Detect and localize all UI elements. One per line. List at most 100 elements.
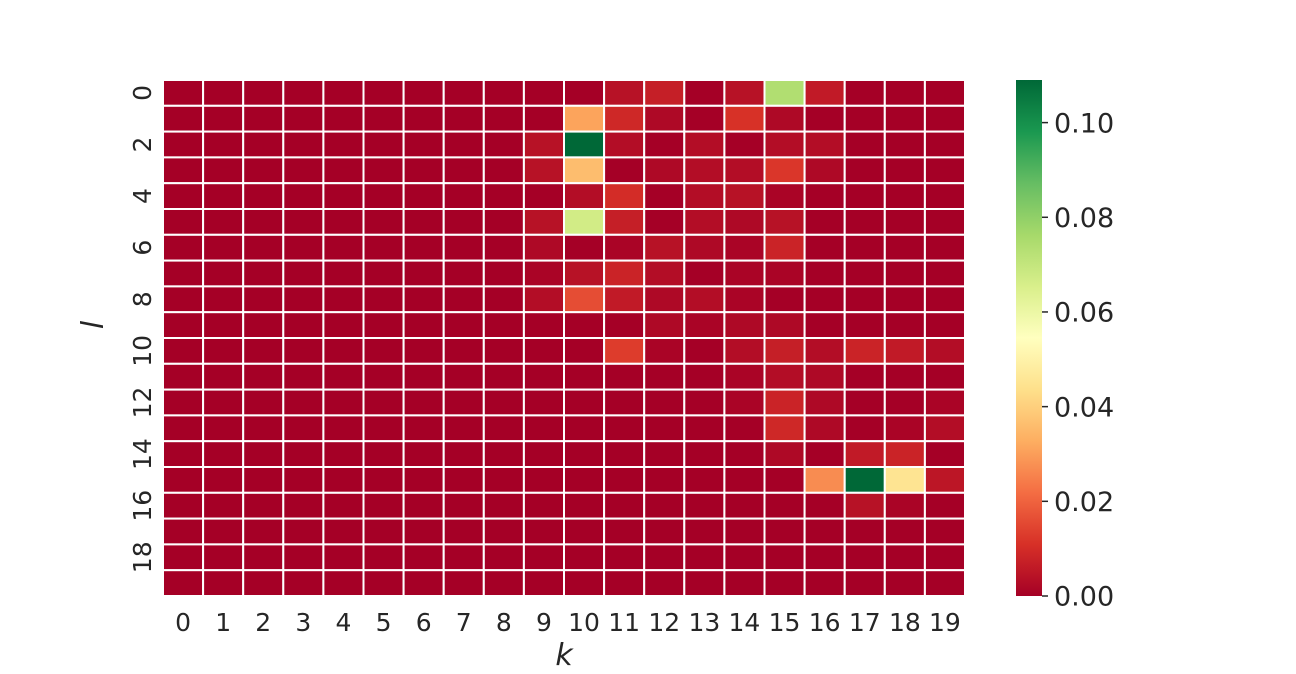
- heatmap-cell-8-16: [803, 285, 846, 314]
- heatmap-cell-10-1: [202, 337, 245, 365]
- heatmap-cell-18-2: [242, 543, 285, 572]
- heatmap-cell-13-19: [923, 414, 967, 443]
- heatmap-cell-1-10: [563, 104, 606, 133]
- heatmap-cell-4-13: [683, 182, 726, 210]
- heatmap-cell-15-16: [803, 466, 846, 494]
- heatmap-cell-18-8: [482, 543, 525, 572]
- heatmap-cell-2-3: [282, 130, 325, 159]
- heatmap-cell-6-10: [563, 233, 606, 262]
- x-tick-label: 11: [608, 608, 640, 637]
- heatmap-cell-18-11: [603, 543, 646, 572]
- heatmap-cell-16-13: [683, 491, 726, 520]
- y-tick-label: 8: [128, 291, 157, 307]
- x-tick-label: 12: [648, 608, 680, 637]
- heatmap-cell-5-5: [362, 208, 405, 236]
- heatmap-cell-16-4: [322, 491, 365, 520]
- x-tick-label: 14: [729, 608, 761, 637]
- heatmap-cell-5-16: [803, 208, 846, 236]
- heatmap-cell-18-19: [923, 543, 967, 572]
- heatmap-cell-8-5: [362, 285, 405, 314]
- heatmap-cell-4-9: [522, 182, 566, 210]
- heatmap-cell-13-0: [162, 414, 205, 443]
- heatmap-cell-17-13: [683, 517, 726, 546]
- heatmap-cell-3-8: [482, 156, 525, 185]
- heatmap-cell-15-5: [362, 466, 405, 494]
- heatmap-cell-12-9: [522, 388, 566, 417]
- heatmap-cell-19-11: [603, 569, 646, 598]
- heatmap-cell-13-16: [803, 414, 846, 443]
- heatmap-cell-7-3: [282, 259, 325, 288]
- heatmap-cell-6-11: [603, 233, 646, 262]
- heatmap-cell-4-6: [402, 182, 445, 210]
- heatmap-cell-17-18: [883, 517, 926, 546]
- heatmap-cell-14-5: [362, 440, 405, 469]
- heatmap-cell-15-3: [282, 466, 325, 494]
- heatmap-cell-6-5: [362, 233, 405, 262]
- heatmap-cell-0-14: [723, 79, 766, 107]
- y-tick-label: 6: [128, 240, 157, 256]
- heatmap-cell-14-4: [322, 440, 365, 469]
- heatmap-cell-2-13: [683, 130, 726, 159]
- heatmap-cell-7-19: [923, 259, 967, 288]
- heatmap-cell-11-3: [282, 362, 325, 391]
- heatmap-cell-16-9: [522, 491, 566, 520]
- heatmap-cell-2-16: [803, 130, 846, 159]
- heatmap-cell-12-3: [282, 388, 325, 417]
- heatmap-cell-3-16: [803, 156, 846, 185]
- heatmap-cell-5-1: [202, 208, 245, 236]
- heatmap-cell-2-18: [883, 130, 926, 159]
- heatmap-cell-7-14: [723, 259, 766, 288]
- heatmap-cell-13-9: [522, 414, 566, 443]
- heatmap-cell-0-4: [322, 79, 365, 107]
- heatmap-cell-14-6: [402, 440, 445, 469]
- heatmap-cell-7-18: [883, 259, 926, 288]
- heatmap-cell-19-16: [803, 569, 846, 598]
- heatmap-cell-12-8: [482, 388, 525, 417]
- heatmap-cell-11-12: [643, 362, 686, 391]
- heatmap-cell-11-19: [923, 362, 967, 391]
- heatmap-cell-17-2: [242, 517, 285, 546]
- heatmap-cell-1-13: [683, 104, 726, 133]
- heatmap-cell-3-3: [282, 156, 325, 185]
- heatmap-cell-15-2: [242, 466, 285, 494]
- heatmap-cell-10-3: [282, 337, 325, 365]
- heatmap-cell-10-12: [643, 337, 686, 365]
- heatmap-cell-13-12: [643, 414, 686, 443]
- heatmap-cell-13-3: [282, 414, 325, 443]
- heatmap-cell-10-18: [883, 337, 926, 365]
- heatmap-cell-11-16: [803, 362, 846, 391]
- heatmap-cell-11-1: [202, 362, 245, 391]
- heatmap-cell-14-0: [162, 440, 205, 469]
- heatmap-cell-10-13: [683, 337, 726, 365]
- heatmap-cell-0-19: [923, 79, 967, 107]
- heatmap-cell-4-3: [282, 182, 325, 210]
- heatmap-cell-4-10: [563, 182, 606, 210]
- heatmap-cell-8-2: [242, 285, 285, 314]
- heatmap-cell-5-0: [162, 208, 205, 236]
- heatmap-cell-3-17: [843, 156, 886, 185]
- heatmap-cell-1-9: [522, 104, 566, 133]
- heatmap-cell-3-19: [923, 156, 967, 185]
- heatmap-cell-16-7: [442, 491, 485, 520]
- heatmap-cell-11-15: [763, 362, 806, 391]
- x-tick-label: 17: [849, 608, 881, 637]
- y-tick-label: 4: [128, 188, 157, 204]
- x-tick-label: 4: [335, 608, 351, 637]
- x-axis-label: k: [555, 638, 574, 670]
- heatmap-cell-1-7: [442, 104, 485, 133]
- colorbar-tick-label: 0.08: [1054, 203, 1114, 234]
- heatmap-cell-7-1: [202, 259, 245, 288]
- heatmap-cell-5-7: [442, 208, 485, 236]
- heatmap-cell-0-15: [763, 79, 806, 107]
- heatmap-cell-18-7: [442, 543, 485, 572]
- heatmap-cell-3-1: [202, 156, 245, 185]
- heatmap-cell-7-8: [482, 259, 525, 288]
- heatmap-cell-9-13: [683, 311, 726, 340]
- heatmap-cell-1-11: [603, 104, 646, 133]
- heatmap-cell-18-15: [763, 543, 806, 572]
- heatmap-cell-7-16: [803, 259, 846, 288]
- heatmap-cell-17-19: [923, 517, 967, 546]
- heatmap-cell-10-4: [322, 337, 365, 365]
- heatmap-cell-8-7: [442, 285, 485, 314]
